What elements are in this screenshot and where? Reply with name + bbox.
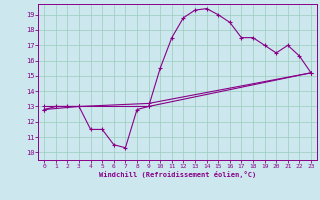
X-axis label: Windchill (Refroidissement éolien,°C): Windchill (Refroidissement éolien,°C)	[99, 171, 256, 178]
